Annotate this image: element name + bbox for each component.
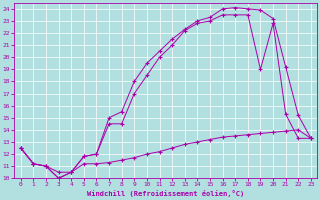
X-axis label: Windchill (Refroidissement éolien,°C): Windchill (Refroidissement éolien,°C)	[87, 190, 244, 197]
